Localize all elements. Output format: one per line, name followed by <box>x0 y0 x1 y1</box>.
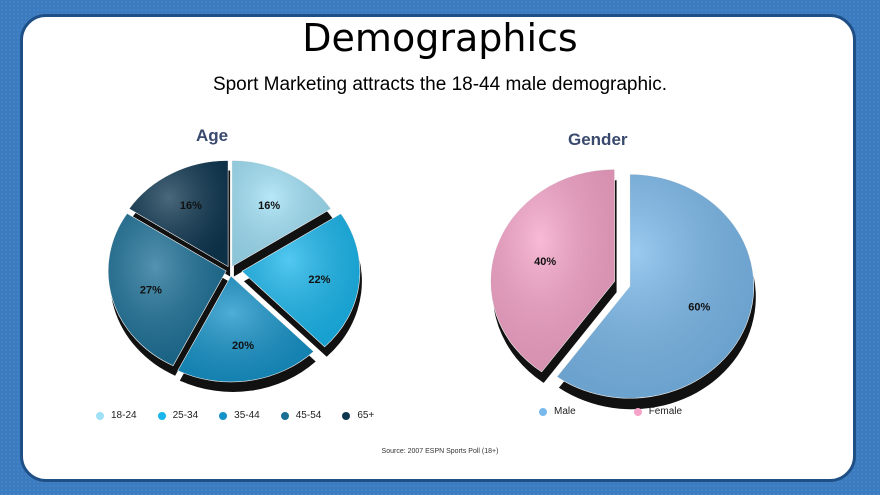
age-label-35-44: 20% <box>232 340 254 352</box>
age-legend-swatch-45-54 <box>280 411 289 420</box>
age-legend-item-65: 65+ <box>342 410 374 421</box>
gender-slice-gloss-male <box>556 174 754 399</box>
age-legend-label-25-34: 25-34 <box>172 410 199 421</box>
age-legend-label-45-54: 45-54 <box>295 410 322 421</box>
gender-pie-chart: 60% 40% <box>490 168 756 410</box>
age-label-65: 16% <box>180 200 202 212</box>
age-chart-title: Age <box>196 126 229 145</box>
age-legend-item-18-24: 18-24 <box>96 410 137 421</box>
gender-legend-label-male: Male <box>554 406 576 417</box>
age-label-18-24: 16% <box>258 200 280 212</box>
age-legend-swatch-65 <box>342 411 351 420</box>
age-legend-label-18-24: 18-24 <box>111 410 137 421</box>
age-legend-swatch-25-34 <box>157 411 166 420</box>
age-legend-label-65: 65+ <box>357 410 375 421</box>
age-slice-gloss-35-44 <box>177 275 314 382</box>
age-legend-label-35-44: 35-44 <box>234 410 260 421</box>
age-label-45-54: 27% <box>140 284 162 296</box>
age-legend: 18-24 25-34 35-44 45-54 65+ <box>96 410 395 421</box>
gender-chart-title: Gender <box>568 130 628 149</box>
gender-label-female: 40% <box>534 256 556 268</box>
slide-title: Demographics <box>302 16 578 60</box>
gender-legend: Male Female <box>539 406 740 417</box>
age-slice-gloss-18-24 <box>231 160 331 267</box>
gender-legend-item-female: Female <box>633 406 683 417</box>
age-legend-swatch-18-24 <box>96 411 104 420</box>
slide-subtitle: Sport Marketing attracts the 18-44 male … <box>212 74 668 95</box>
age-pie-chart: 16% 22% 20% 27% 16% <box>107 160 362 392</box>
gender-legend-swatch-male <box>539 407 547 416</box>
source-note: Source: 2007 ESPN Sports Poll (18+) <box>381 448 499 455</box>
gender-label-male: 60% <box>688 302 710 314</box>
age-legend-swatch-35-44 <box>219 411 228 420</box>
gender-slice-gloss-female <box>490 169 615 372</box>
age-legend-item-35-44: 35-44 <box>219 410 260 421</box>
gender-legend-swatch-female <box>633 407 642 416</box>
gender-legend-label-female: Female <box>648 406 683 417</box>
age-legend-item-45-54: 45-54 <box>280 410 322 421</box>
age-label-25-34: 22% <box>308 274 330 286</box>
gender-legend-item-male: Male <box>539 406 576 417</box>
age-slice-gloss-65 <box>129 160 229 267</box>
age-slice-gloss-45-54 <box>108 213 227 366</box>
age-legend-item-25-34: 25-34 <box>157 410 199 421</box>
age-slice-gloss-25-34 <box>241 213 360 347</box>
